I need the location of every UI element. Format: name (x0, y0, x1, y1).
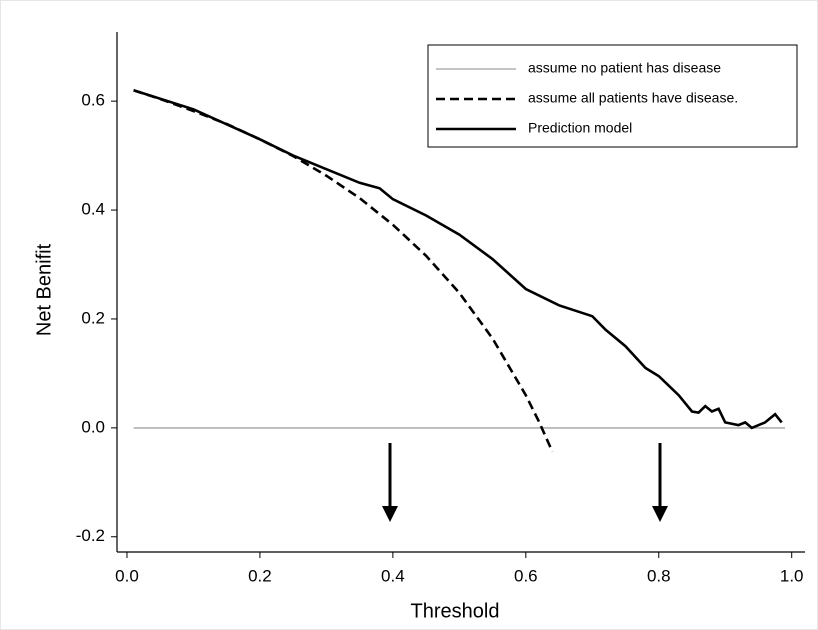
x-tick-label: 1.0 (780, 566, 804, 585)
x-axis-title: Threshold (411, 600, 500, 622)
y-tick-label: 0.4 (81, 200, 105, 219)
legend-label: Prediction model (528, 120, 632, 136)
legend-label: assume all patients have disease. (528, 90, 738, 106)
x-tick-label: 0.4 (381, 566, 405, 585)
y-tick-label: -0.2 (76, 526, 105, 545)
arrow (652, 443, 668, 522)
legend-label: assume no patient has disease (528, 60, 721, 76)
y-axis-title: Net Benifit (33, 243, 55, 336)
y-tick-label: 0.2 (81, 308, 105, 327)
x-tick-label: 0.8 (647, 566, 671, 585)
y-tick-label: 0.0 (81, 417, 105, 436)
x-tick-label: 0.6 (514, 566, 538, 585)
series-line (133, 89, 783, 430)
x-tick-label: 0.2 (248, 566, 272, 585)
x-tick-label: 0.0 (115, 566, 139, 585)
y-tick-label: 0.6 (81, 91, 105, 110)
arrow (382, 443, 398, 522)
